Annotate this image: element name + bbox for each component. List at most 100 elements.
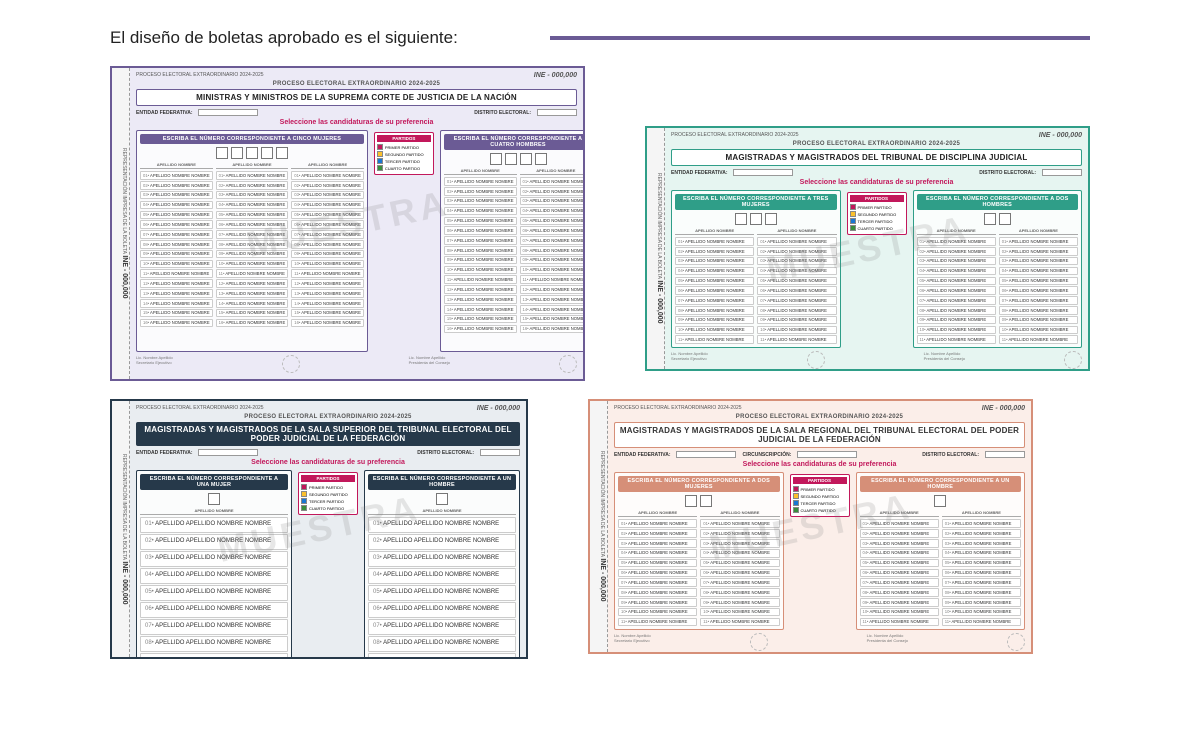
candidate-row: 01• APELLIDO APELLIDO NOMBRE NOMBRE [140, 517, 288, 533]
candidate-row: 05• APELLIDO NOMBRE NOMBRE [444, 217, 517, 226]
candidate-row: 15• APELLIDO NOMBRE NOMBRE [216, 309, 289, 318]
candidate-row: 06• APELLIDO NOMBRE NOMBRE [700, 569, 779, 578]
number-box[interactable] [505, 153, 517, 165]
candidate-row: 04• APELLIDO NOMBRE NOMBRE [444, 207, 517, 216]
number-box[interactable] [685, 495, 697, 507]
candidate-row: 08• APELLIDO NOMBRE NOMBRE [140, 240, 213, 249]
candidate-row: 02• APELLIDO NOMBRE NOMBRE [675, 247, 754, 256]
candidate-row: 13• APELLIDO NOMBRE NOMBRE [444, 295, 517, 304]
number-box[interactable] [765, 213, 777, 225]
candidate-row: 06• APELLIDO NOMBRE NOMBRE [216, 220, 289, 229]
candidate-row: 14• APELLIDO NOMBRE NOMBRE [140, 299, 213, 308]
candidate-row: 09• APELLIDO APELLIDO NOMBRE NOMBRE [368, 653, 516, 659]
number-box[interactable] [276, 147, 288, 159]
ballot-footer: Lic. Nombre ApellidoSecretario Ejecutivo… [614, 633, 1025, 651]
candidate-row: 05• APELLIDO NOMBRE NOMBRE [675, 277, 754, 286]
entity-row: ENTIDAD FEDERATIVA:DISTRITO ELECTORAL: [136, 449, 520, 456]
number-box[interactable] [490, 153, 502, 165]
candidate-row: 13• APELLIDO NOMBRE NOMBRE [216, 289, 289, 298]
candidate-row: 10• APELLIDO NOMBRE NOMBRE [860, 608, 939, 617]
number-box[interactable] [735, 213, 747, 225]
number-box[interactable] [700, 495, 712, 507]
ballot-footer: Lic. Nombre ApellidoSecretario Ejecutivo… [136, 355, 577, 373]
ballot-topline: PROCESO ELECTORAL EXTRAORDINARIO 2024-20… [136, 405, 520, 412]
process-title: PROCESO ELECTORAL EXTRAORDINARIO 2024-20… [671, 141, 1082, 147]
candidate-row: 01• APELLIDO NOMBRE NOMBRE [757, 237, 836, 246]
candidate-row: 03• APELLIDO NOMBRE NOMBRE [675, 257, 754, 266]
number-box[interactable] [934, 495, 946, 507]
section-header-left: ESCRIBA EL NÚMERO CORRESPONDIENTE A TRES… [675, 194, 837, 210]
number-boxes-left [675, 213, 837, 225]
candidate-row: 04• APELLIDO APELLIDO NOMBRE NOMBRE [140, 568, 288, 584]
number-boxes-right [368, 493, 516, 505]
number-box[interactable] [999, 213, 1011, 225]
candidate-row: 09• APELLIDO NOMBRE NOMBRE [860, 598, 939, 607]
partidos-legend: PARTIDOSPRIMER PARTIDOSEGUNDO PARTIDOTER… [847, 192, 907, 235]
number-box[interactable] [246, 147, 258, 159]
candidate-row: 01• APELLIDO NOMBRE NOMBRE [216, 171, 289, 180]
candidate-row: 02• APELLIDO NOMBRE NOMBRE [917, 247, 996, 256]
candidate-row: 11• APELLIDO NOMBRE NOMBRE [942, 618, 1021, 627]
candidate-row: 05• APELLIDO APELLIDO NOMBRE NOMBRE [368, 585, 516, 601]
partidos-legend: PARTIDOSPRIMER PARTIDOSEGUNDO PARTIDOTER… [790, 474, 850, 517]
candidate-row: 14• APELLIDO NOMBRE NOMBRE [520, 305, 586, 314]
candidate-row: 06• APELLIDO NOMBRE NOMBRE [140, 220, 213, 229]
process-title: PROCESO ELECTORAL EXTRAORDINARIO 2024-20… [614, 414, 1025, 420]
candidate-row: 05• APELLIDO NOMBRE NOMBRE [520, 217, 586, 226]
candidate-row: 04• APELLIDO NOMBRE NOMBRE [618, 549, 697, 558]
candidate-row: 12• APELLIDO NOMBRE NOMBRE [520, 285, 586, 294]
candidate-row: 01• APELLIDO NOMBRE NOMBRE [444, 177, 517, 186]
entity-row: ENTIDAD FEDERATIVA:CIRCUNSCRIPCIÓN:DISTR… [614, 451, 1025, 458]
section-header-left: ESCRIBA EL NÚMERO CORRESPONDIENTE A UNA … [140, 474, 288, 490]
candidate-row: 04• APELLIDO NOMBRE NOMBRE [917, 267, 996, 276]
candidate-row: 03• APELLIDO APELLIDO NOMBRE NOMBRE [368, 551, 516, 567]
candidate-row: 01• APELLIDO APELLIDO NOMBRE NOMBRE [368, 517, 516, 533]
number-box[interactable] [750, 213, 762, 225]
candidate-row: 09• APELLIDO NOMBRE NOMBRE [700, 598, 779, 607]
candidate-row: 11• APELLIDO NOMBRE NOMBRE [216, 269, 289, 278]
number-box[interactable] [208, 493, 220, 505]
candidate-row: 14• APELLIDO NOMBRE NOMBRE [291, 299, 364, 308]
ballot-main-title: MAGISTRADAS Y MAGISTRADOS DEL TRIBUNAL D… [671, 149, 1082, 166]
candidate-row: 08• APELLIDO APELLIDO NOMBRE NOMBRE [140, 636, 288, 652]
candidate-row: 10• APELLIDO NOMBRE NOMBRE [444, 266, 517, 275]
candidate-row: 02• APELLIDO NOMBRE NOMBRE [618, 529, 697, 538]
candidate-row: 08• APELLIDO NOMBRE NOMBRE [999, 306, 1078, 315]
candidate-row: 01• APELLIDO NOMBRE NOMBRE [675, 237, 754, 246]
candidate-row: 07• APELLIDO NOMBRE NOMBRE [917, 296, 996, 305]
candidate-row: 02• APELLIDO APELLIDO NOMBRE NOMBRE [140, 534, 288, 550]
number-box[interactable] [261, 147, 273, 159]
number-box[interactable] [436, 493, 448, 505]
number-box[interactable] [231, 147, 243, 159]
number-box[interactable] [520, 153, 532, 165]
candidate-row: 09• APELLIDO NOMBRE NOMBRE [520, 256, 586, 265]
candidate-row: 06• APELLIDO NOMBRE NOMBRE [520, 226, 586, 235]
candidate-row: 08• APELLIDO APELLIDO NOMBRE NOMBRE [368, 636, 516, 652]
candidate-row: 09• APELLIDO NOMBRE NOMBRE [757, 316, 836, 325]
candidate-row: 02• APELLIDO NOMBRE NOMBRE [860, 529, 939, 538]
candidate-row: 04• APELLIDO NOMBRE NOMBRE [999, 267, 1078, 276]
candidate-row: 03• APELLIDO NOMBRE NOMBRE [618, 539, 697, 548]
number-box[interactable] [535, 153, 547, 165]
candidate-row: 11• APELLIDO NOMBRE NOMBRE [291, 269, 364, 278]
candidate-row: 10• APELLIDO NOMBRE NOMBRE [942, 608, 1021, 617]
candidate-row: 03• APELLIDO NOMBRE NOMBRE [700, 539, 779, 548]
candidate-row: 07• APELLIDO NOMBRE NOMBRE [942, 578, 1021, 587]
candidate-row: 07• APELLIDO NOMBRE NOMBRE [216, 230, 289, 239]
candidate-row: 05• APELLIDO NOMBRE NOMBRE [757, 277, 836, 286]
candidate-row: 02• APELLIDO NOMBRE NOMBRE [216, 181, 289, 190]
partidos-legend: PARTIDOSPRIMER PARTIDOSEGUNDO PARTIDOTER… [298, 472, 358, 515]
number-box[interactable] [216, 147, 228, 159]
candidate-row: 11• APELLIDO NOMBRE NOMBRE [700, 618, 779, 627]
candidate-row: 12• APELLIDO NOMBRE NOMBRE [216, 279, 289, 288]
candidate-row: 05• APELLIDO NOMBRE NOMBRE [942, 559, 1021, 568]
candidate-row: 01• APELLIDO NOMBRE NOMBRE [700, 519, 779, 528]
candidate-row: 07• APELLIDO APELLIDO NOMBRE NOMBRE [140, 619, 288, 635]
candidate-row: 04• APELLIDO NOMBRE NOMBRE [520, 207, 586, 216]
candidate-row: 01• APELLIDO NOMBRE NOMBRE [618, 519, 697, 528]
ballot-row-2: REPRESENTACIÓN IMPRESA DE LA BOLETA INE … [110, 399, 1090, 659]
ballot-row-1: REPRESENTACIÓN IMPRESA DE LA BOLETA INE … [110, 66, 1090, 381]
section-header-left: ESCRIBA EL NÚMERO CORRESPONDIENTE A DOS … [618, 476, 780, 492]
candidate-row: 10• APELLIDO NOMBRE NOMBRE [917, 326, 996, 335]
number-box[interactable] [984, 213, 996, 225]
